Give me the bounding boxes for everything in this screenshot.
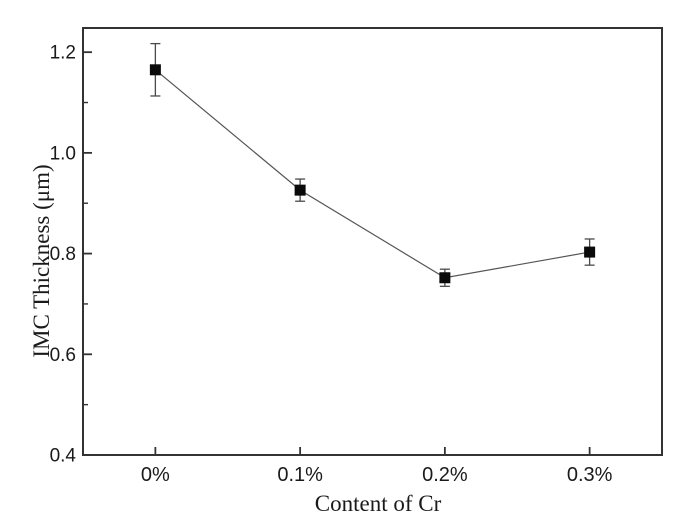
data-point-marker [149, 64, 161, 76]
x-tick-label: 0.2% [422, 464, 468, 486]
data-point-marker [294, 184, 306, 196]
x-tick-label: 0% [141, 464, 170, 486]
y-tick-label: 0.8 [50, 244, 76, 265]
data-point-marker [584, 246, 596, 258]
y-tick-label: 1.0 [50, 143, 76, 164]
series-line [154, 69, 590, 279]
data-point-marker [439, 272, 451, 284]
y-tick-label: 0.6 [50, 345, 76, 366]
x-tick-label: 0.3% [567, 464, 613, 486]
y-tick-label: 1.2 [50, 43, 76, 64]
x-tick-label: 0.1% [277, 464, 323, 486]
y-tick-label: 0.4 [50, 446, 77, 467]
plot-frame [82, 27, 663, 456]
